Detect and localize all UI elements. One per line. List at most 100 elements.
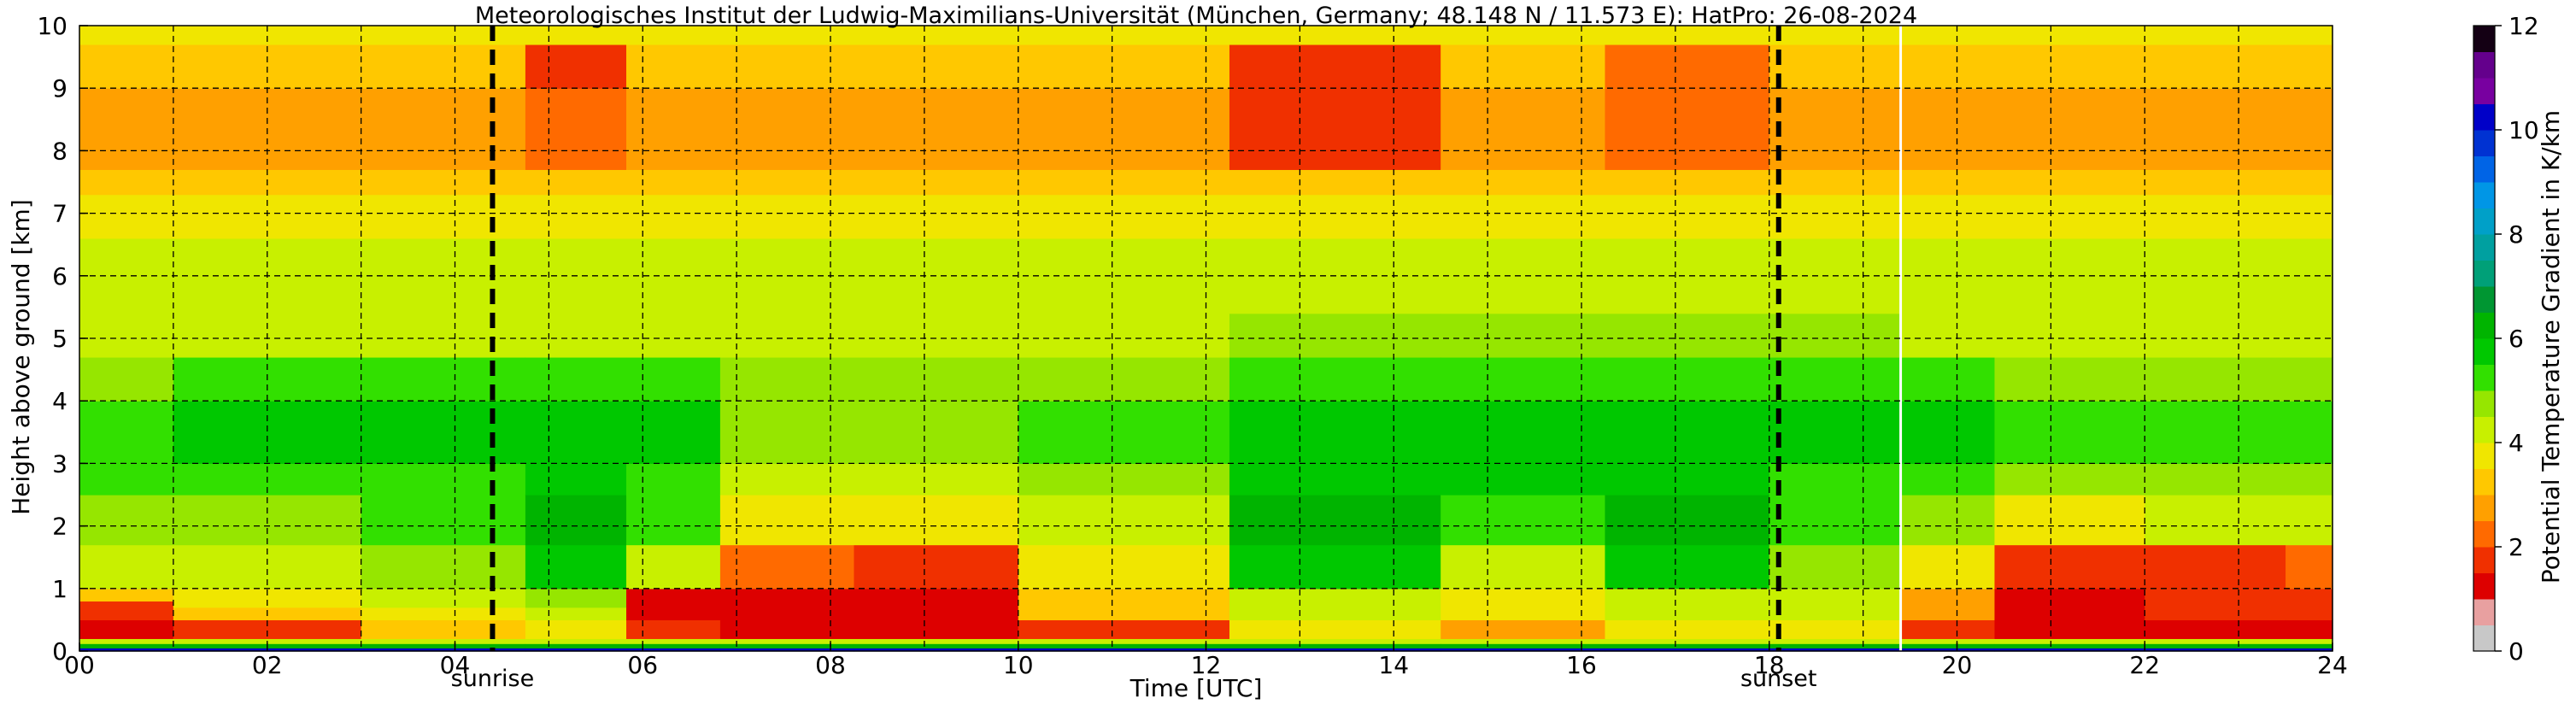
y-tick-label: 5 (52, 325, 67, 353)
heatmap-cell (854, 356, 1019, 402)
heatmap-cells (79, 26, 2333, 652)
heatmap-cell (1994, 313, 2145, 358)
heatmap-cell (2145, 495, 2286, 546)
heatmap-cell (1769, 588, 1902, 620)
y-tick-label: 10 (37, 12, 67, 40)
heatmap-cell (1605, 495, 1770, 546)
heatmap-cell (79, 26, 174, 45)
heatmap-cell (2145, 401, 2286, 464)
x-tick-label: 00 (64, 651, 95, 679)
heatmap-cell (1900, 356, 1996, 402)
y-tick-label: 9 (52, 74, 67, 103)
heatmap-cell (719, 643, 855, 648)
heatmap-cell (79, 88, 174, 170)
heatmap-cell (1769, 495, 1902, 546)
heatmap-cell (2286, 169, 2333, 196)
colorbar-segment (2473, 260, 2495, 287)
heatmap-cell (1605, 463, 1770, 496)
heatmap-cell (854, 26, 1019, 45)
heatmap-cell (525, 88, 627, 170)
heatmap-cell (854, 643, 1019, 648)
heatmap-cell (173, 619, 362, 639)
heatmap-cell (525, 26, 627, 45)
heatmap-cell (1229, 463, 1441, 496)
heatmap-cell (525, 544, 627, 590)
colorbar-segment (2473, 155, 2495, 183)
heatmap-cell (525, 313, 627, 358)
heatmap-cell (361, 356, 526, 402)
heatmap-cell (854, 194, 1019, 239)
heatmap-cell (1018, 169, 1230, 196)
heatmap-cell (719, 495, 855, 546)
heatmap-cell (719, 194, 855, 239)
y-axis-ticks: 0 1 2 3 4 5 6 7 8 9 10 (37, 12, 88, 666)
y-tick-label: 4 (52, 387, 67, 415)
heatmap-cell (1018, 356, 1230, 402)
heatmap-cell (1229, 643, 1441, 648)
heatmap-cell (854, 648, 1019, 652)
heatmap-cell (719, 26, 855, 45)
heatmap-cell (1229, 194, 1441, 239)
heatmap-cell (1605, 648, 1770, 652)
heatmap-cell (1900, 194, 1996, 239)
heatmap-cell (626, 619, 721, 639)
heatmap-cell (1994, 356, 2145, 402)
heatmap-cell (2286, 88, 2333, 170)
colorbar-segment (2473, 208, 2495, 235)
x-tick-label: 14 (1378, 651, 1409, 679)
heatmap-cell (2145, 619, 2286, 639)
heatmap-cell (1441, 401, 1606, 464)
colorbar-tick-label: 2 (2509, 533, 2524, 561)
heatmap-cell (1605, 638, 1770, 644)
heatmap-cell (361, 463, 526, 496)
heatmap-cell (361, 495, 526, 546)
heatmap-cell (361, 544, 526, 590)
heatmap-cell (1441, 356, 1606, 402)
heatmap-cell (854, 495, 1019, 546)
colorbar-tick-label: 12 (2509, 12, 2539, 40)
colorbar-segment (2473, 26, 2495, 52)
heatmap-cell (1441, 194, 1606, 239)
heatmap-cell (1441, 26, 1606, 45)
heatmap-cell (1018, 313, 1230, 358)
heatmap-cell (719, 88, 855, 170)
heatmap-cell (626, 356, 721, 402)
heatmap-cell (1441, 463, 1606, 496)
heatmap-cell (79, 601, 174, 620)
heatmap-cell (2145, 648, 2286, 652)
heatmap-cell (719, 544, 855, 590)
y-tick-label: 1 (52, 575, 67, 603)
heatmap-cell (1441, 643, 1606, 648)
colorbar-segment (2473, 364, 2495, 391)
heatmap-cell (1769, 26, 1902, 45)
heatmap-cell (79, 313, 174, 358)
colorbar-tick-label: 6 (2509, 325, 2524, 353)
heatmap-cell (1900, 588, 1996, 620)
colorbar-ticks: 0 2 4 6 8 10 12 (2495, 12, 2539, 666)
heatmap-cell (1018, 26, 1230, 45)
heatmap-cell (525, 463, 627, 496)
heatmap-cell (1994, 643, 2145, 648)
heatmap-cell (719, 463, 855, 496)
heatmap-cell (854, 588, 1019, 620)
heatmap-cell (626, 88, 721, 170)
heatmap-cell (2286, 44, 2333, 89)
heatmap-cell (1900, 648, 1996, 652)
heatmap-cell (626, 463, 721, 496)
heatmap-cell (1994, 401, 2145, 464)
colorbar-segment (2473, 312, 2495, 339)
heatmap-cell (1900, 463, 1996, 496)
heatmap-cell (626, 401, 721, 464)
heatmap-cell (626, 588, 721, 620)
heatmap-cell (1900, 643, 1996, 648)
heatmap-cell (1018, 643, 1230, 648)
heatmap-cell (719, 588, 855, 620)
heatmap-cell (2145, 463, 2286, 496)
heatmap-cell (2286, 638, 2333, 644)
heatmap-cell (1441, 44, 1606, 89)
heatmap-cell (525, 643, 627, 648)
heatmap-cell (719, 401, 855, 464)
heatmap-cell (1018, 194, 1230, 239)
heatmap-cell (1769, 313, 1902, 358)
heatmap-cell (2286, 648, 2333, 652)
